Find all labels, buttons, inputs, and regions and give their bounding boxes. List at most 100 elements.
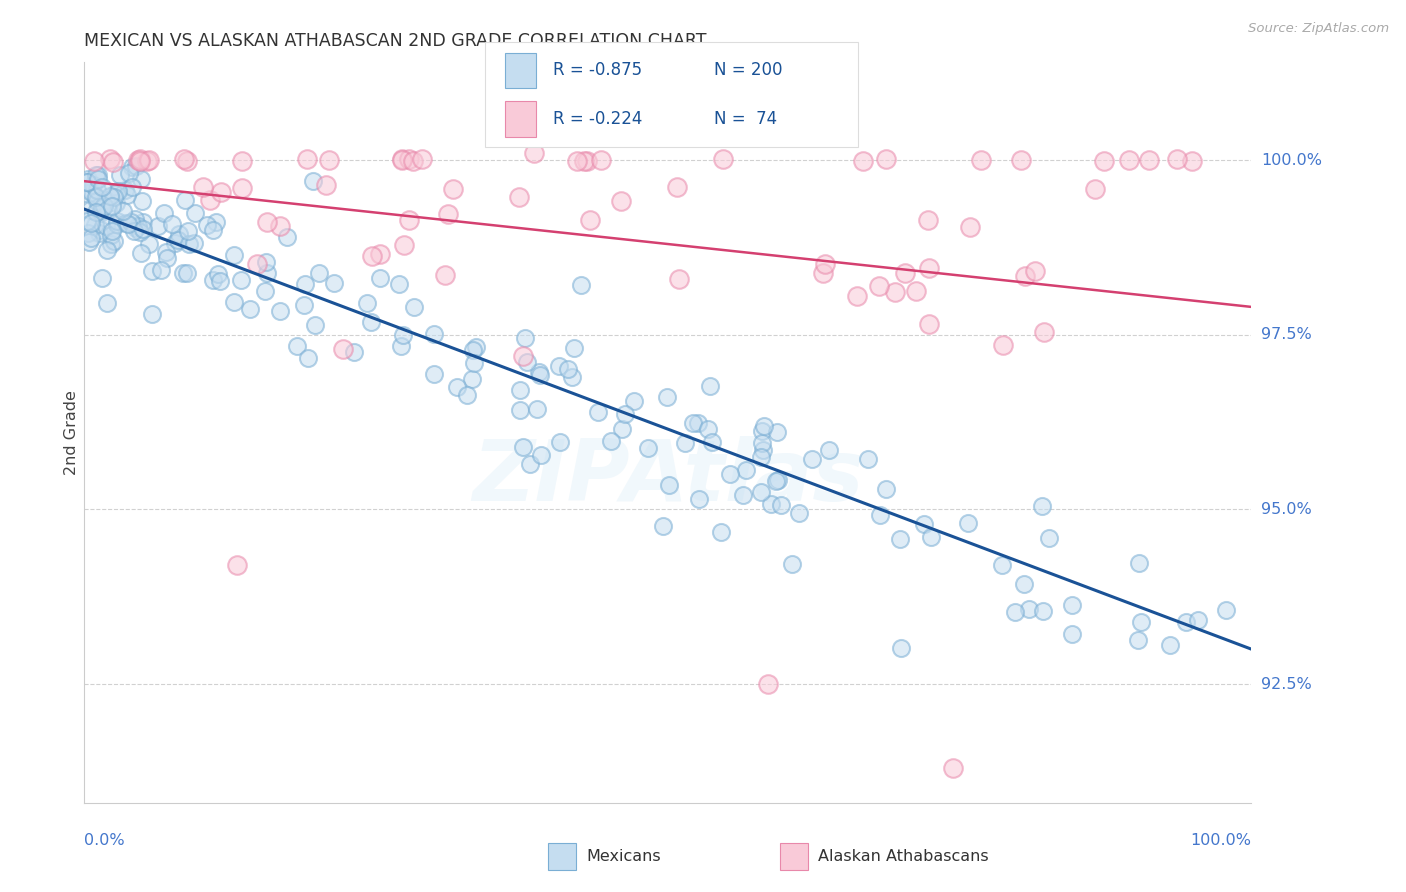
Point [1130,615,1153,629]
Point [231,181,253,195]
Point [547,359,569,374]
Point [150,263,173,277]
Point [682,416,704,430]
Point [114,183,136,197]
Point [905,285,928,299]
Point [561,370,583,384]
Point [1187,613,1209,627]
Point [79,216,101,230]
Point [226,558,249,573]
Point [105,195,128,210]
Text: 100.0%: 100.0% [1261,153,1322,168]
Point [80,185,103,199]
Point [121,180,143,194]
Point [308,266,330,280]
Point [100,227,122,242]
Point [550,435,572,450]
Point [610,422,633,436]
Point [360,249,382,263]
Point [125,159,148,173]
Point [422,327,444,342]
Point [83,153,105,168]
Point [811,266,834,280]
Point [121,160,143,174]
Point [613,408,636,422]
Point [120,214,142,228]
Point [392,238,415,252]
Point [991,558,1014,572]
Point [111,203,134,218]
Point [942,761,965,775]
Point [569,278,592,293]
Point [1033,326,1056,340]
Point [801,452,824,467]
Point [752,442,775,457]
Point [890,640,912,655]
Text: MEXICAN VS ALASKAN ATHABASCAN 2ND GRADE CORRELATION CHART: MEXICAN VS ALASKAN ATHABASCAN 2ND GRADE … [84,32,707,50]
Point [875,482,897,496]
Point [423,367,446,381]
Point [756,677,779,691]
Point [101,199,124,213]
Point [246,257,269,271]
Point [76,175,98,189]
Point [699,379,721,393]
Point [118,166,141,180]
Point [749,484,772,499]
Point [1031,499,1053,513]
Point [446,380,468,394]
Point [623,394,645,409]
Point [176,266,198,280]
Point [90,222,112,236]
Point [575,153,598,168]
Point [239,301,262,316]
Point [991,338,1014,352]
Point [254,285,277,299]
Point [673,435,696,450]
Point [464,340,486,354]
Point [90,201,112,215]
Point [579,213,602,227]
Point [356,296,378,310]
Point [269,304,291,318]
Point [1175,615,1198,629]
Point [84,190,107,204]
Point [665,180,688,194]
Point [128,154,150,169]
Point [89,206,111,220]
Point [183,235,205,250]
Point [332,342,354,356]
Point [91,271,114,285]
Point [868,278,890,293]
Point [292,298,315,312]
Point [1060,627,1083,641]
Point [969,153,991,167]
Point [918,261,941,276]
Point [637,442,659,456]
Point [562,342,585,356]
Point [710,524,733,539]
Point [198,193,221,207]
Point [184,206,207,220]
Text: Alaskan Athabascans: Alaskan Athabascans [818,849,988,863]
Point [107,184,129,198]
Point [125,221,148,235]
Point [530,448,553,462]
Point [79,203,101,218]
Point [360,315,382,329]
Point [141,264,163,278]
Point [912,516,935,531]
Point [567,154,589,169]
Point [700,434,723,449]
Point [276,230,298,244]
Point [523,146,546,161]
Point [875,153,897,167]
Point [814,257,837,271]
Point [101,154,124,169]
Point [668,272,690,286]
Point [761,497,783,511]
Point [127,153,149,167]
Point [434,268,457,282]
Point [269,219,291,233]
Point [368,271,391,285]
